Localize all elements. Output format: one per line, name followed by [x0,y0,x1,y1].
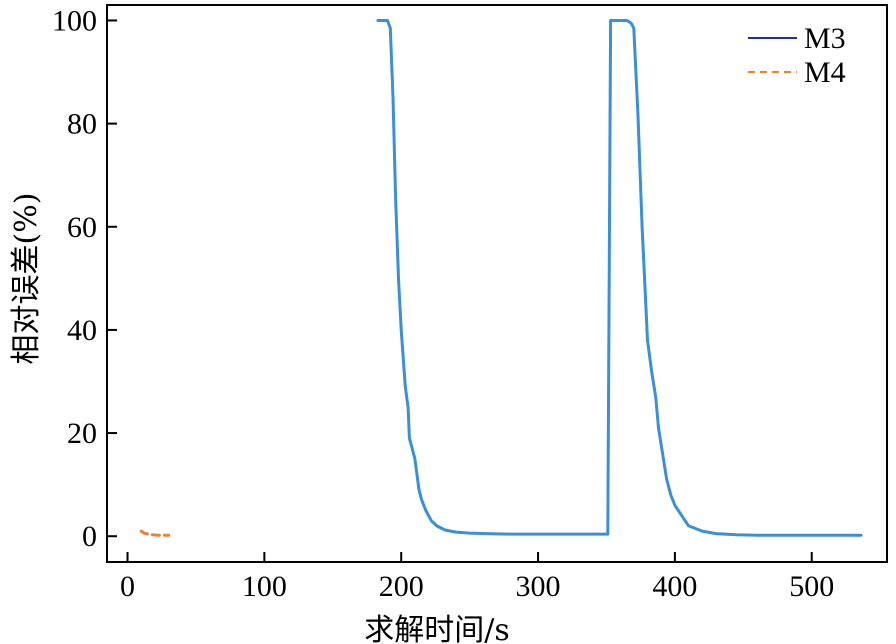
plot-area [139,19,863,537]
y-axis-label: 相对误差(%) [9,193,44,365]
y-tick-label: 80 [67,108,97,141]
y-tick-label: 20 [67,417,97,450]
x-axis: 0 100 200 300 400 500 [120,552,834,603]
y-tick-label: 60 [67,211,97,244]
y-tick-label: 100 [52,4,97,37]
y-axis: 0 20 40 60 80 100 [52,4,117,553]
x-tick-label: 400 [652,570,697,603]
legend-m4-label: M4 [804,56,846,89]
x-tick-label: 200 [379,570,424,603]
x-axis-label: 求解时间/s [364,613,510,644]
y-tick-label: 40 [67,314,97,347]
plot-frame [106,4,888,563]
series-m4-line [139,529,171,537]
x-tick-label: 300 [516,570,561,603]
series-m3-line [376,19,863,537]
y-tick-label: 0 [82,520,97,553]
x-tick-label: 500 [789,570,834,603]
x-tick-label: 0 [120,570,135,603]
x-tick-label: 100 [242,570,287,603]
legend-m3-label: M3 [804,22,846,55]
